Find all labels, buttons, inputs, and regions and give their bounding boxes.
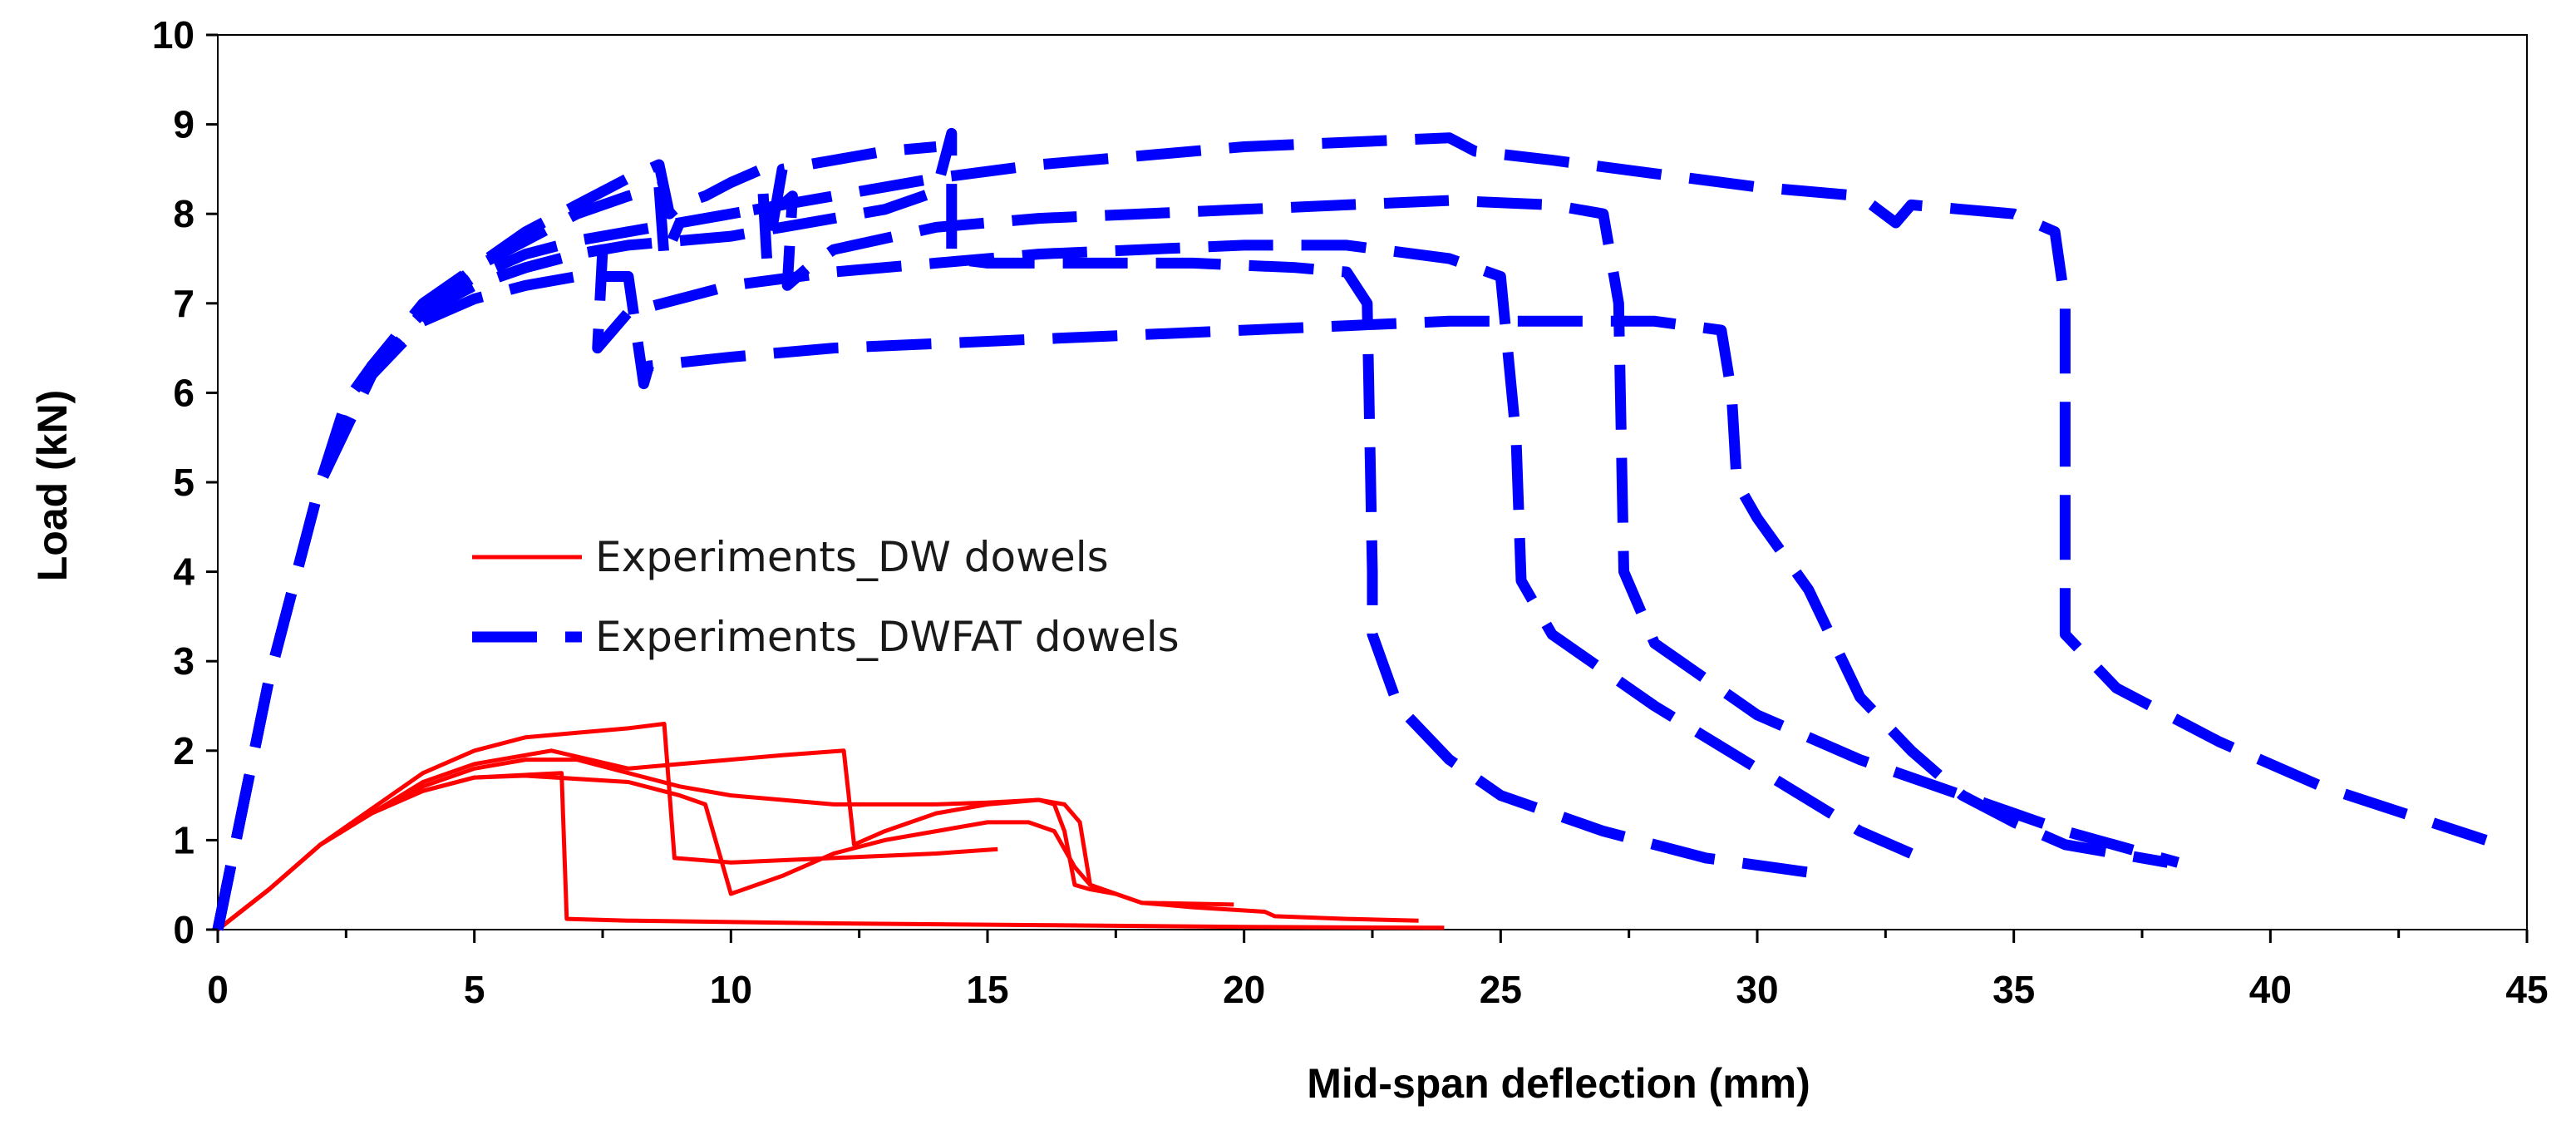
x-tick-label: 40 <box>2249 968 2292 1011</box>
legend-background <box>449 499 1288 682</box>
x-tick-label: 15 <box>966 968 1008 1011</box>
y-tick-label: 3 <box>173 639 195 683</box>
series-line-dw-4 <box>216 748 1234 931</box>
y-tick-label: 8 <box>173 192 195 235</box>
x-tick-label: 35 <box>1992 968 2035 1011</box>
series-line-dwfat-6 <box>212 141 937 931</box>
x-tick-label: 20 <box>1223 968 1265 1011</box>
y-tick-label: 2 <box>173 729 195 772</box>
y-tick-label: 7 <box>173 282 195 325</box>
x-tick-label: 5 <box>464 968 485 1011</box>
series-line-dwfat-5 <box>212 132 2488 931</box>
y-tick-label: 4 <box>173 550 195 594</box>
x-tick-label: 30 <box>1736 968 1778 1011</box>
y-tick-label: 0 <box>173 908 195 951</box>
legend-label: Experiments_DW dowels <box>595 533 1109 581</box>
x-tick-label: 25 <box>1480 968 1522 1011</box>
y-tick-label: 9 <box>173 103 195 146</box>
series-line-dw-5 <box>216 757 1116 931</box>
series-line-dwfat-3 <box>212 271 2170 931</box>
series-line-dw-3 <box>216 773 1419 931</box>
x-tick-label: 10 <box>710 968 752 1011</box>
y-tick-label: 10 <box>152 13 195 57</box>
y-tick-label: 6 <box>173 371 195 414</box>
legend-label: Experiments_DWFAT dowels <box>595 613 1180 661</box>
y-axis-title: Load (kN) <box>29 390 76 582</box>
legend: Experiments_DW dowels Experiments_DWFAT d… <box>449 499 1288 682</box>
x-tick-label: 45 <box>2505 968 2548 1011</box>
y-tick-label: 1 <box>173 818 195 861</box>
x-tick-label: 0 <box>207 968 229 1011</box>
y-tick-label: 5 <box>173 461 195 504</box>
x-axis-title: Mid-span deflection (mm) <box>1307 1060 1810 1107</box>
